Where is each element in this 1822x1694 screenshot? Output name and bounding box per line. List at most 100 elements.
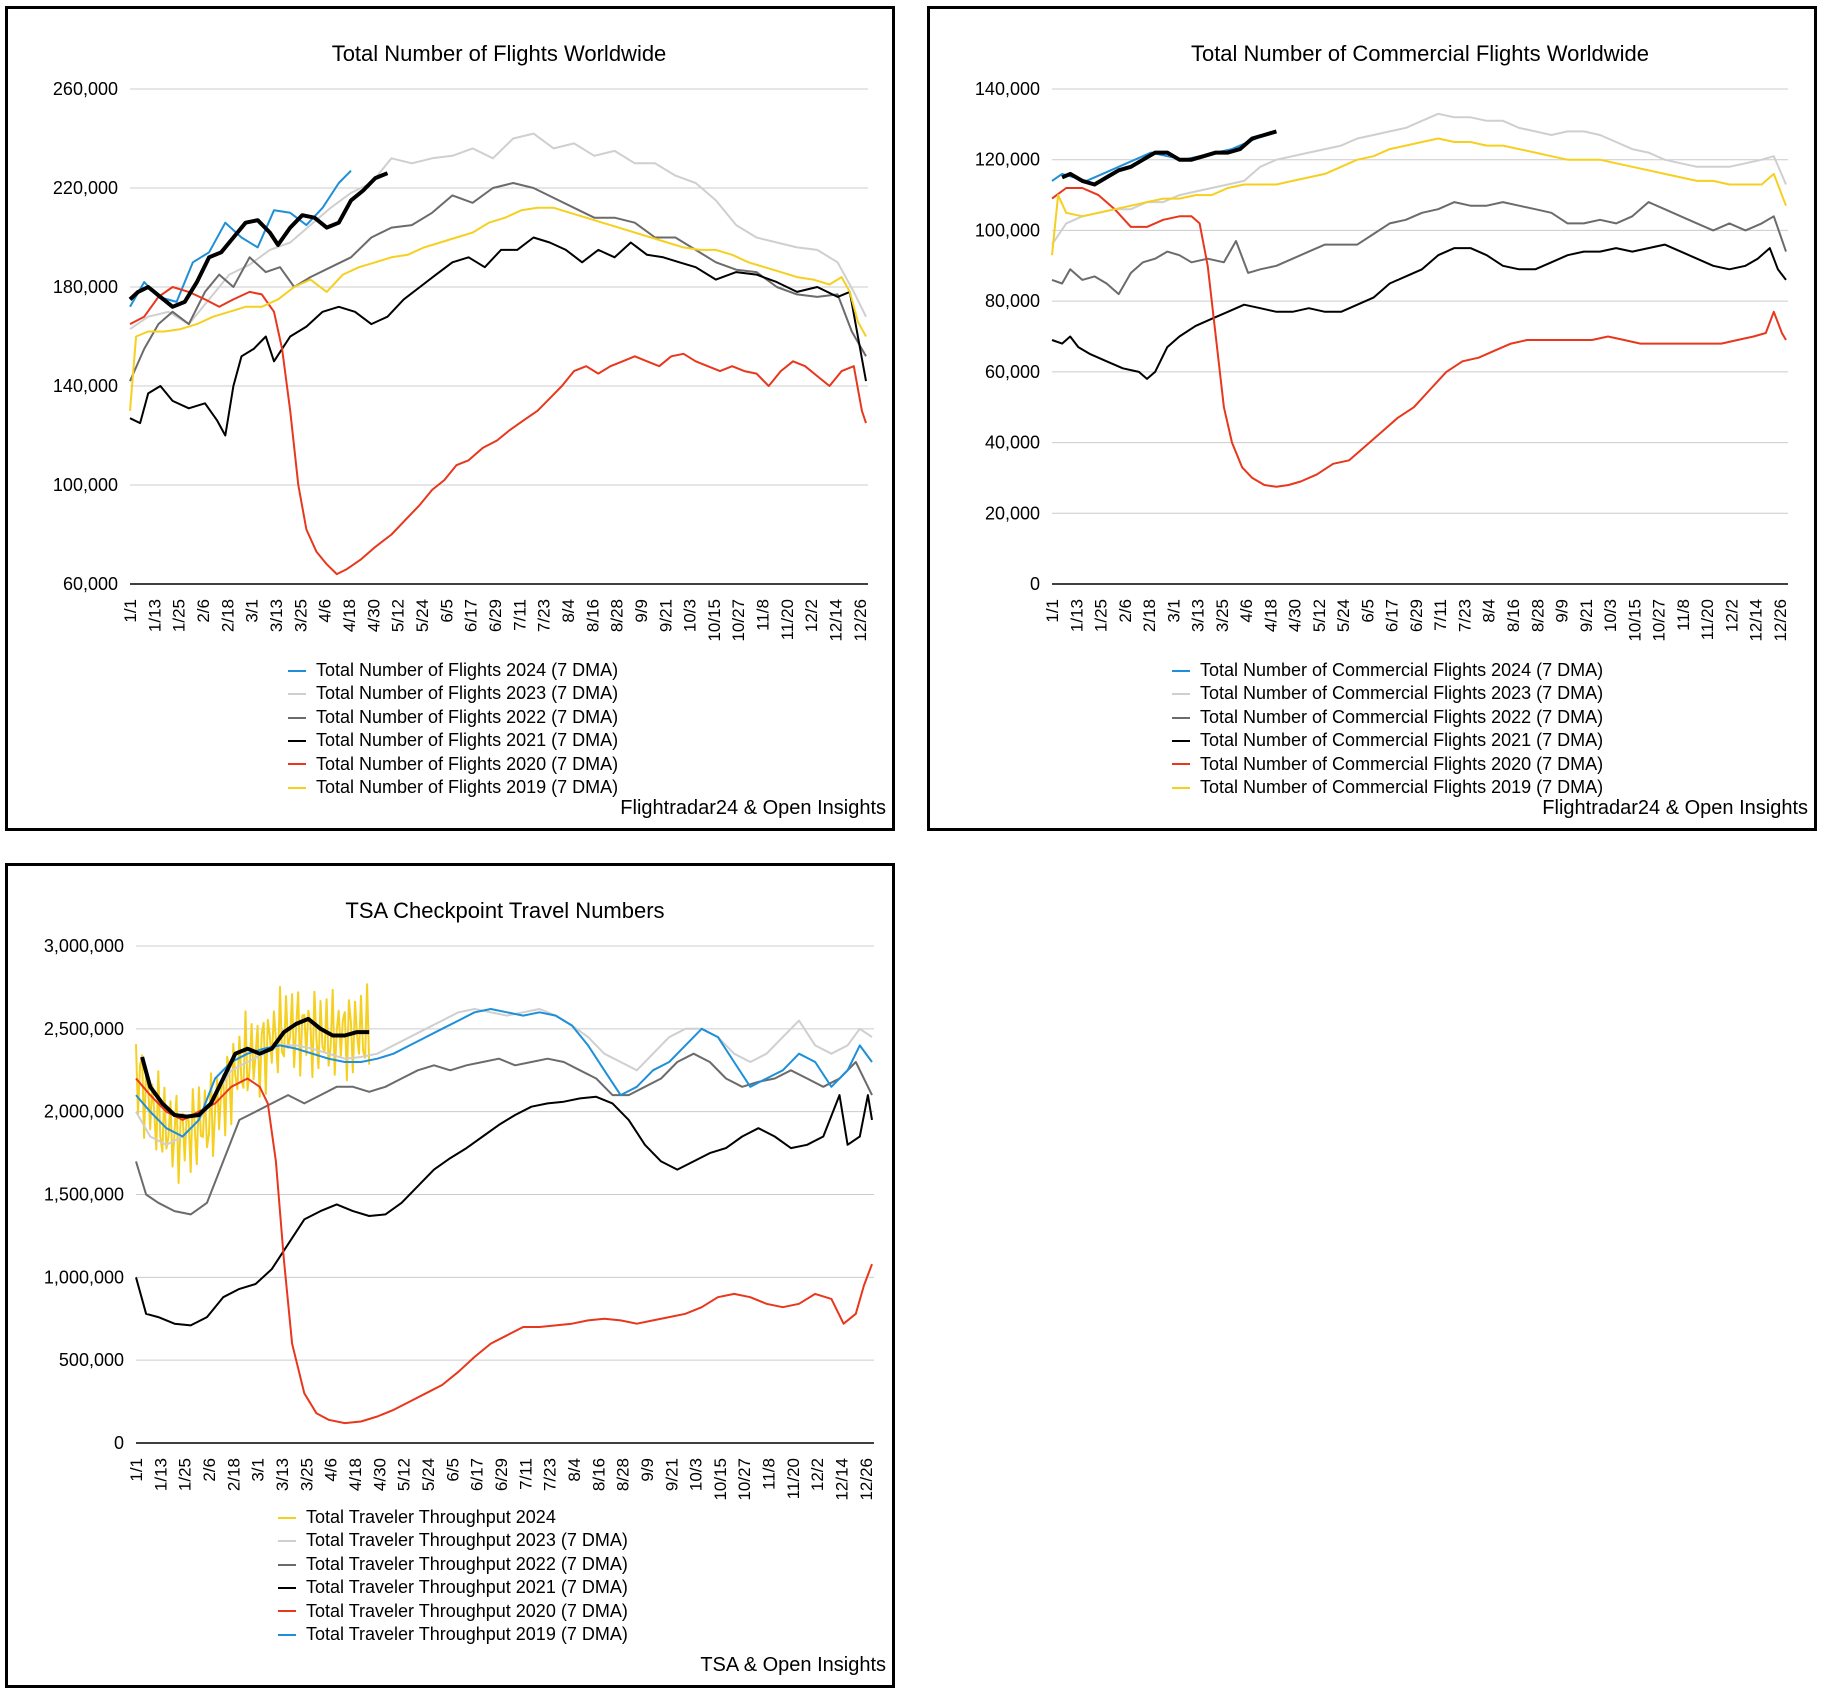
legend-item: Total Number of Flights 2022 (7 DMA) <box>288 706 618 729</box>
legend-label: Total Number of Commercial Flights 2022 … <box>1200 706 1604 727</box>
x-tick-label: 12/26 <box>857 1458 876 1501</box>
x-tick-label: 6/5 <box>437 599 456 623</box>
x-tick-label: 12/14 <box>827 599 846 642</box>
x-tick-label: 12/2 <box>808 1458 827 1491</box>
x-tick-label: 11/8 <box>1674 599 1693 631</box>
x-tick-label: 4/30 <box>364 599 383 632</box>
x-tick-label: 6/29 <box>486 599 505 632</box>
y-tick-label: 60,000 <box>985 362 1040 382</box>
legend-label: Total Traveler Throughput 2022 (7 DMA) <box>306 1553 628 1574</box>
x-tick-label: 1/25 <box>176 1458 195 1491</box>
x-tick-label: 11/20 <box>778 599 797 640</box>
y-tick-label: 0 <box>1030 574 1040 594</box>
x-tick-label: 4/30 <box>370 1458 389 1491</box>
legend-label: Total Traveler Throughput 2023 (7 DMA) <box>306 1530 628 1551</box>
y-tick-label: 220,000 <box>53 178 118 198</box>
x-tick-label: 10/15 <box>705 599 724 642</box>
legend-label: Total Traveler Throughput 2024 <box>306 1507 556 1527</box>
x-tick-label: 7/23 <box>541 1458 560 1491</box>
source-credit: Flightradar24 & Open Insights <box>620 797 886 819</box>
x-tick-label: 11/8 <box>760 1458 779 1490</box>
legend-item: Total Number of Commercial Flights 2019 … <box>1172 776 1603 799</box>
x-tick-label: 3/1 <box>1164 599 1183 623</box>
legend-item: Total Traveler Throughput 2023 (7 DMA) <box>278 1529 628 1552</box>
x-tick-label: 1/13 <box>151 1458 170 1491</box>
legend-swatch <box>278 1540 296 1543</box>
commercial-flights-chart: Total Number of Commercial Flights World… <box>975 41 1790 642</box>
y-tick-label: 180,000 <box>53 277 118 297</box>
x-tick-label: 5/12 <box>389 599 408 632</box>
x-tick-label: 4/18 <box>340 599 359 632</box>
chart-legend: Total Number of Commercial Flights 2024 … <box>1172 659 1603 799</box>
x-tick-label: 4/6 <box>1237 599 1256 623</box>
y-tick-label: 80,000 <box>985 291 1040 311</box>
legend-item: Total Number of Commercial Flights 2023 … <box>1172 682 1603 705</box>
x-tick-label: 3/1 <box>243 599 262 623</box>
x-tick-label: 7/11 <box>1431 599 1450 631</box>
legend-label: Total Number of Commercial Flights 2020 … <box>1200 753 1604 774</box>
x-tick-label: 3/13 <box>267 599 286 632</box>
legend-item: Total Number of Flights 2021 (7 DMA) <box>288 729 618 752</box>
y-tick-label: 1,000,000 <box>44 1267 124 1287</box>
x-tick-label: 12/2 <box>802 599 821 632</box>
series-line <box>1051 137 1787 256</box>
x-tick-label: 8/16 <box>589 1458 608 1491</box>
series-line <box>129 182 867 382</box>
series-line <box>1051 243 1787 380</box>
legend-swatch <box>1172 739 1190 742</box>
chart-panel-flights-worldwide: Total Number of Flights Worldwide 60,000 1… <box>5 6 895 831</box>
x-tick-label: 9/9 <box>632 599 651 623</box>
x-tick-label: 8/4 <box>559 599 578 623</box>
x-tick-label: 1/1 <box>1043 599 1062 623</box>
series-line <box>129 206 867 411</box>
legend-swatch <box>278 1633 296 1636</box>
y-tick-label: 60,000 <box>63 574 118 594</box>
x-tick-label: 1/1 <box>121 599 140 623</box>
x-tick-label: 4/6 <box>322 1458 341 1482</box>
chart-panel-commercial-flights: Total Number of Commercial Flights World… <box>927 6 1817 831</box>
y-tick-label: 500,000 <box>59 1350 124 1370</box>
x-tick-label: 12/2 <box>1722 599 1741 632</box>
x-tick-label: 10/15 <box>711 1458 730 1501</box>
series-line <box>135 1052 873 1216</box>
y-tick-label: 2,500,000 <box>44 1019 124 1039</box>
legend-swatch <box>278 1563 296 1566</box>
x-tick-label: 10/3 <box>687 1458 706 1491</box>
x-tick-label: 5/12 <box>1310 599 1329 632</box>
series-line <box>1051 130 1277 182</box>
x-tick-label: 1/13 <box>145 599 164 632</box>
legend-label: Total Traveler Throughput 2019 (7 DMA) <box>306 1624 628 1645</box>
y-tick-label: 20,000 <box>985 503 1040 523</box>
y-tick-label: 100,000 <box>53 475 118 495</box>
legend-swatch <box>288 669 306 672</box>
x-tick-label: 8/28 <box>614 1458 633 1491</box>
legend-item: Total Traveler Throughput 2020 (7 DMA) <box>278 1600 628 1623</box>
x-tick-label: 6/17 <box>468 1458 487 1491</box>
legend-swatch <box>288 786 306 789</box>
legend-swatch <box>278 1586 296 1589</box>
x-tick-label: 4/6 <box>316 599 335 623</box>
y-tick-label: 100,000 <box>975 220 1040 240</box>
x-tick-label: 3/25 <box>291 599 310 632</box>
x-tick-label: 3/1 <box>249 1458 268 1482</box>
x-tick-label: 8/28 <box>608 599 627 632</box>
legend-item: Total Traveler Throughput 2019 (7 DMA) <box>278 1623 628 1646</box>
x-tick-label: 10/3 <box>1601 599 1620 632</box>
x-tick-label: 9/9 <box>638 1458 657 1482</box>
legend-label: Total Number of Flights 2020 (7 DMA) <box>316 753 619 774</box>
x-tick-label: 5/24 <box>1334 599 1353 632</box>
series-line <box>135 1008 873 1138</box>
tsa-checkpoint-chart: TSA Checkpoint Travel Numbers 0 500,000 1,0… <box>44 898 876 1501</box>
legend-label: Total Number of Flights 2021 (7 DMA) <box>316 730 619 751</box>
legend-swatch <box>1172 763 1190 766</box>
series-line <box>1051 112 1787 246</box>
x-tick-label: 6/17 <box>1383 599 1402 632</box>
x-tick-label: 12/14 <box>1747 599 1766 642</box>
chart-legend: Total Number of Flights 2024 (7 DMA) Tota… <box>288 659 618 799</box>
flights-worldwide-chart: Total Number of Flights Worldwide60,0001… <box>53 41 870 642</box>
x-tick-label: 8/4 <box>565 1458 584 1482</box>
series-line <box>1051 201 1787 296</box>
x-tick-label: 5/12 <box>395 1458 414 1491</box>
x-tick-label: 2/18 <box>224 1458 243 1491</box>
legend-item: Total Traveler Throughput 2024 <box>278 1506 628 1529</box>
